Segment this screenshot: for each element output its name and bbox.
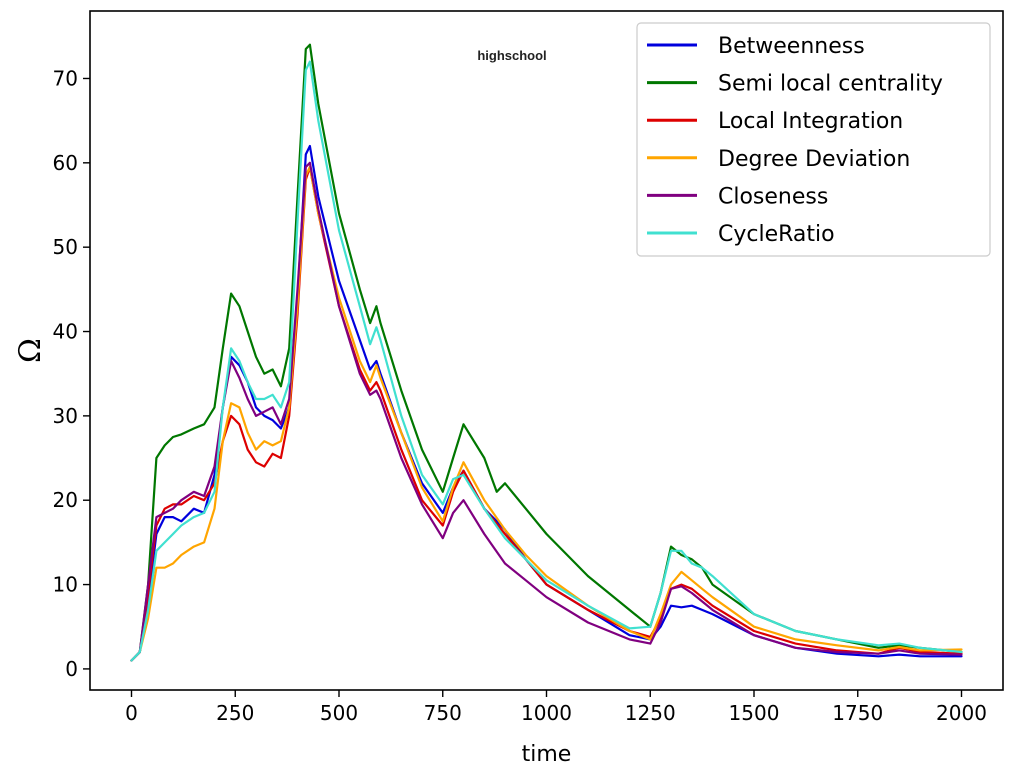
legend: Betweenness Semi local centrality Local In…: [636, 22, 991, 257]
y-tick-label: 50: [53, 235, 78, 259]
legend-items: Betweenness Semi local centrality Local In…: [647, 34, 943, 247]
series-line-local-integration: [130, 165, 963, 662]
series-line-degree-deviation: [130, 165, 963, 662]
series-line-closeness: [130, 161, 963, 662]
y-tick-label: 0: [65, 657, 78, 681]
y-tick-label: 70: [53, 66, 78, 90]
x-axis-label: time: [522, 742, 572, 767]
legend-label-semi-local-centrality: Semi local centrality: [718, 72, 943, 97]
legend-label-cycleratio: CycleRatio: [718, 222, 835, 247]
legend-label-local-integration: Local Integration: [718, 109, 903, 134]
legend-label-degree-deviation: Degree Deviation: [718, 147, 910, 172]
x-tick-label: 500: [320, 701, 358, 725]
x-tick-label: 1750: [832, 701, 883, 725]
y-tick-label: 20: [53, 488, 78, 512]
y-axis-ticks: 0 10 20 30 40 50 60 70: [53, 66, 90, 681]
x-tick-label: 2000: [936, 701, 987, 725]
chart-title: highschool: [477, 48, 546, 63]
legend-box: [636, 22, 991, 257]
x-tick-label: 750: [424, 701, 462, 725]
series-layer: [130, 43, 963, 662]
y-tick-label: 10: [53, 573, 78, 597]
x-tick-label: 1500: [729, 701, 780, 725]
y-tick-label: 30: [53, 404, 78, 428]
series-line-semi-local-centrality: [130, 43, 963, 662]
y-tick-label: 60: [53, 151, 78, 175]
series-line-cycleratio: [130, 60, 963, 662]
y-axis-label: Ω: [13, 338, 48, 363]
legend-label-closeness: Closeness: [718, 184, 828, 209]
x-axis-ticks: 0 250 500 750 1000 1250 1500 1750 2000: [125, 690, 987, 725]
x-tick-label: 0: [125, 701, 138, 725]
x-tick-label: 250: [216, 701, 254, 725]
legend-label-betweenness: Betweenness: [718, 34, 865, 59]
y-tick-label: 40: [53, 320, 78, 344]
x-tick-label: 1000: [521, 701, 572, 725]
x-tick-label: 1250: [625, 701, 676, 725]
